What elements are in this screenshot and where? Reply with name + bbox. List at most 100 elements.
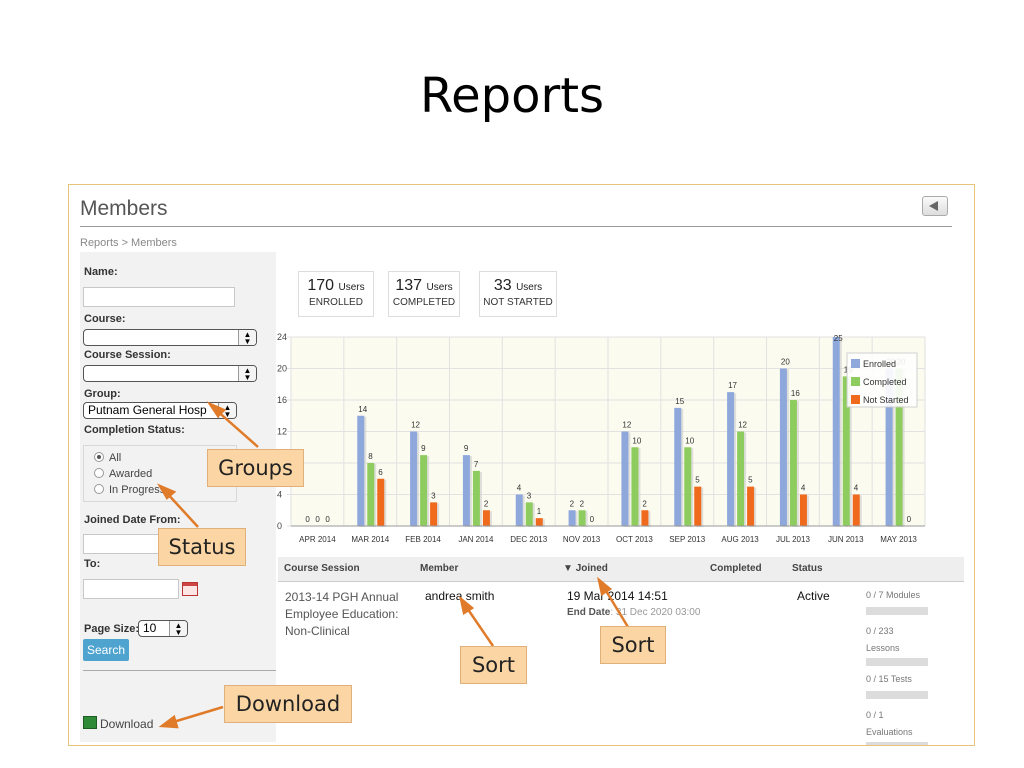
joined-to-input[interactable] — [83, 579, 179, 599]
x-tick-label: FEB 2014 — [405, 535, 441, 544]
x-tick-label: NOV 2013 — [563, 535, 601, 544]
data-label: 15 — [675, 397, 684, 406]
callout-groups: Groups — [207, 449, 304, 487]
callout-status: Status — [158, 528, 246, 566]
status-radio-awarded[interactable]: Awarded — [94, 468, 152, 480]
bar — [515, 494, 523, 526]
col-status[interactable]: Status — [792, 563, 823, 574]
page-size-select[interactable]: 10 ▲ ▼ — [138, 620, 188, 637]
course-session-select[interactable]: ▲ ▼ — [83, 365, 257, 382]
session-line: Non-Clinical — [285, 624, 350, 638]
page-size-value: 10 — [143, 621, 157, 635]
status-radio-all-label: All — [109, 452, 122, 464]
x-tick-label: APR 2014 — [299, 535, 336, 544]
bar — [430, 502, 438, 526]
row-status: Active — [797, 589, 830, 603]
bar — [621, 431, 629, 526]
col-course-session[interactable]: Course Session — [284, 563, 360, 574]
bar — [727, 392, 735, 526]
legend-entry: Completed — [863, 377, 907, 387]
bar — [832, 337, 840, 526]
data-label: 4 — [517, 484, 522, 493]
data-label: 2 — [642, 499, 647, 508]
course-select[interactable]: ▲ ▼ — [83, 329, 257, 346]
joined-from-label: Joined Date From: — [84, 514, 181, 526]
progress-evaluations-label: 0 / 1 Evaluations — [866, 710, 913, 737]
bar — [885, 368, 893, 526]
back-button[interactable] — [922, 196, 948, 216]
stat-enrolled-caption: ENROLLED — [309, 297, 363, 308]
data-label: 10 — [685, 436, 694, 445]
callout-download: Download — [224, 685, 352, 723]
bar — [779, 368, 787, 526]
col-joined[interactable]: ▼ Joined — [563, 563, 608, 574]
progress-evaluations-bar — [866, 742, 928, 745]
data-label: 17 — [728, 381, 737, 390]
data-label: 8 — [368, 452, 373, 461]
download-label: Download — [100, 717, 154, 731]
y-tick-label: 20 — [277, 364, 287, 374]
end-date-value: : 31 Dec 2020 03:00 — [610, 607, 701, 618]
bar — [568, 510, 576, 526]
bar — [472, 470, 480, 526]
x-tick-label: JAN 2014 — [458, 535, 494, 544]
stat-completed-caption: COMPLETED — [392, 297, 456, 308]
slide-title: Reports — [419, 68, 605, 124]
row-member[interactable]: andrea smith — [425, 589, 495, 603]
stat-not-started-caption: NOT STARTED — [483, 297, 553, 308]
col-member[interactable]: Member — [420, 563, 459, 574]
bar — [852, 494, 860, 526]
status-radio-in-progress[interactable]: In Progress — [94, 484, 165, 496]
progress-modules-bar — [866, 607, 928, 615]
status-radio-all[interactable]: All — [94, 452, 121, 464]
status-radio-in-progress-label: In Progress — [109, 484, 166, 496]
members-panel: Members Reports > Members Name: Course: … — [68, 184, 975, 746]
row-course-session[interactable]: 2013-14 PGH Annual Employee Education: N… — [285, 589, 398, 640]
bar — [578, 510, 586, 526]
data-label: 7 — [474, 460, 479, 469]
sidebar-divider — [83, 670, 276, 671]
download-link[interactable]: Download — [83, 716, 153, 731]
data-label: 12 — [738, 421, 747, 430]
bar — [410, 431, 418, 526]
bar — [799, 494, 807, 526]
progress-modules-label: 0 / 7 Modules — [866, 590, 921, 600]
sort-down-icon: ▼ — [563, 563, 573, 574]
x-tick-label: JUL 2013 — [776, 535, 811, 544]
data-label: 16 — [791, 389, 800, 398]
data-label: 12 — [411, 421, 420, 430]
data-label: 9 — [421, 444, 426, 453]
select-arrows-icon: ▲ ▼ — [238, 330, 256, 345]
col-completed[interactable]: Completed — [710, 563, 762, 574]
members-table-header: Course Session Member ▼ Joined Completed… — [278, 557, 964, 582]
data-label: 3 — [527, 491, 532, 500]
data-label: 0 — [590, 515, 595, 524]
search-button[interactable]: Search — [83, 639, 129, 661]
data-label: 10 — [632, 436, 641, 445]
bar — [747, 486, 755, 526]
calendar-icon[interactable] — [182, 582, 198, 596]
progress-lessons-label: 0 / 233 Lessons — [866, 626, 900, 653]
data-label: 5 — [695, 476, 700, 485]
row-joined: 19 Mar 2014 14:51 — [567, 589, 668, 603]
bar — [737, 431, 745, 526]
course-label: Course: — [84, 313, 126, 325]
data-label: 9 — [464, 444, 469, 453]
group-select-value: Putnam General Hosp — [88, 403, 207, 417]
bar — [631, 447, 639, 526]
x-tick-label: MAY 2013 — [880, 535, 917, 544]
spreadsheet-icon — [83, 716, 97, 729]
arrow-head — [459, 595, 475, 616]
arrow-head — [206, 401, 227, 418]
stat-enrolled-value: 170 Users — [307, 277, 365, 294]
data-label: 5 — [748, 476, 753, 485]
legend-swatch — [851, 377, 860, 386]
radio-icon — [94, 484, 104, 494]
bar — [420, 455, 428, 526]
completion-status-label: Completion Status: — [84, 424, 185, 436]
x-tick-label: MAR 2014 — [351, 535, 389, 544]
arrow-sort-member — [463, 604, 495, 647]
breadcrumb: Reports > Members — [80, 237, 177, 249]
name-input[interactable] — [83, 287, 235, 307]
